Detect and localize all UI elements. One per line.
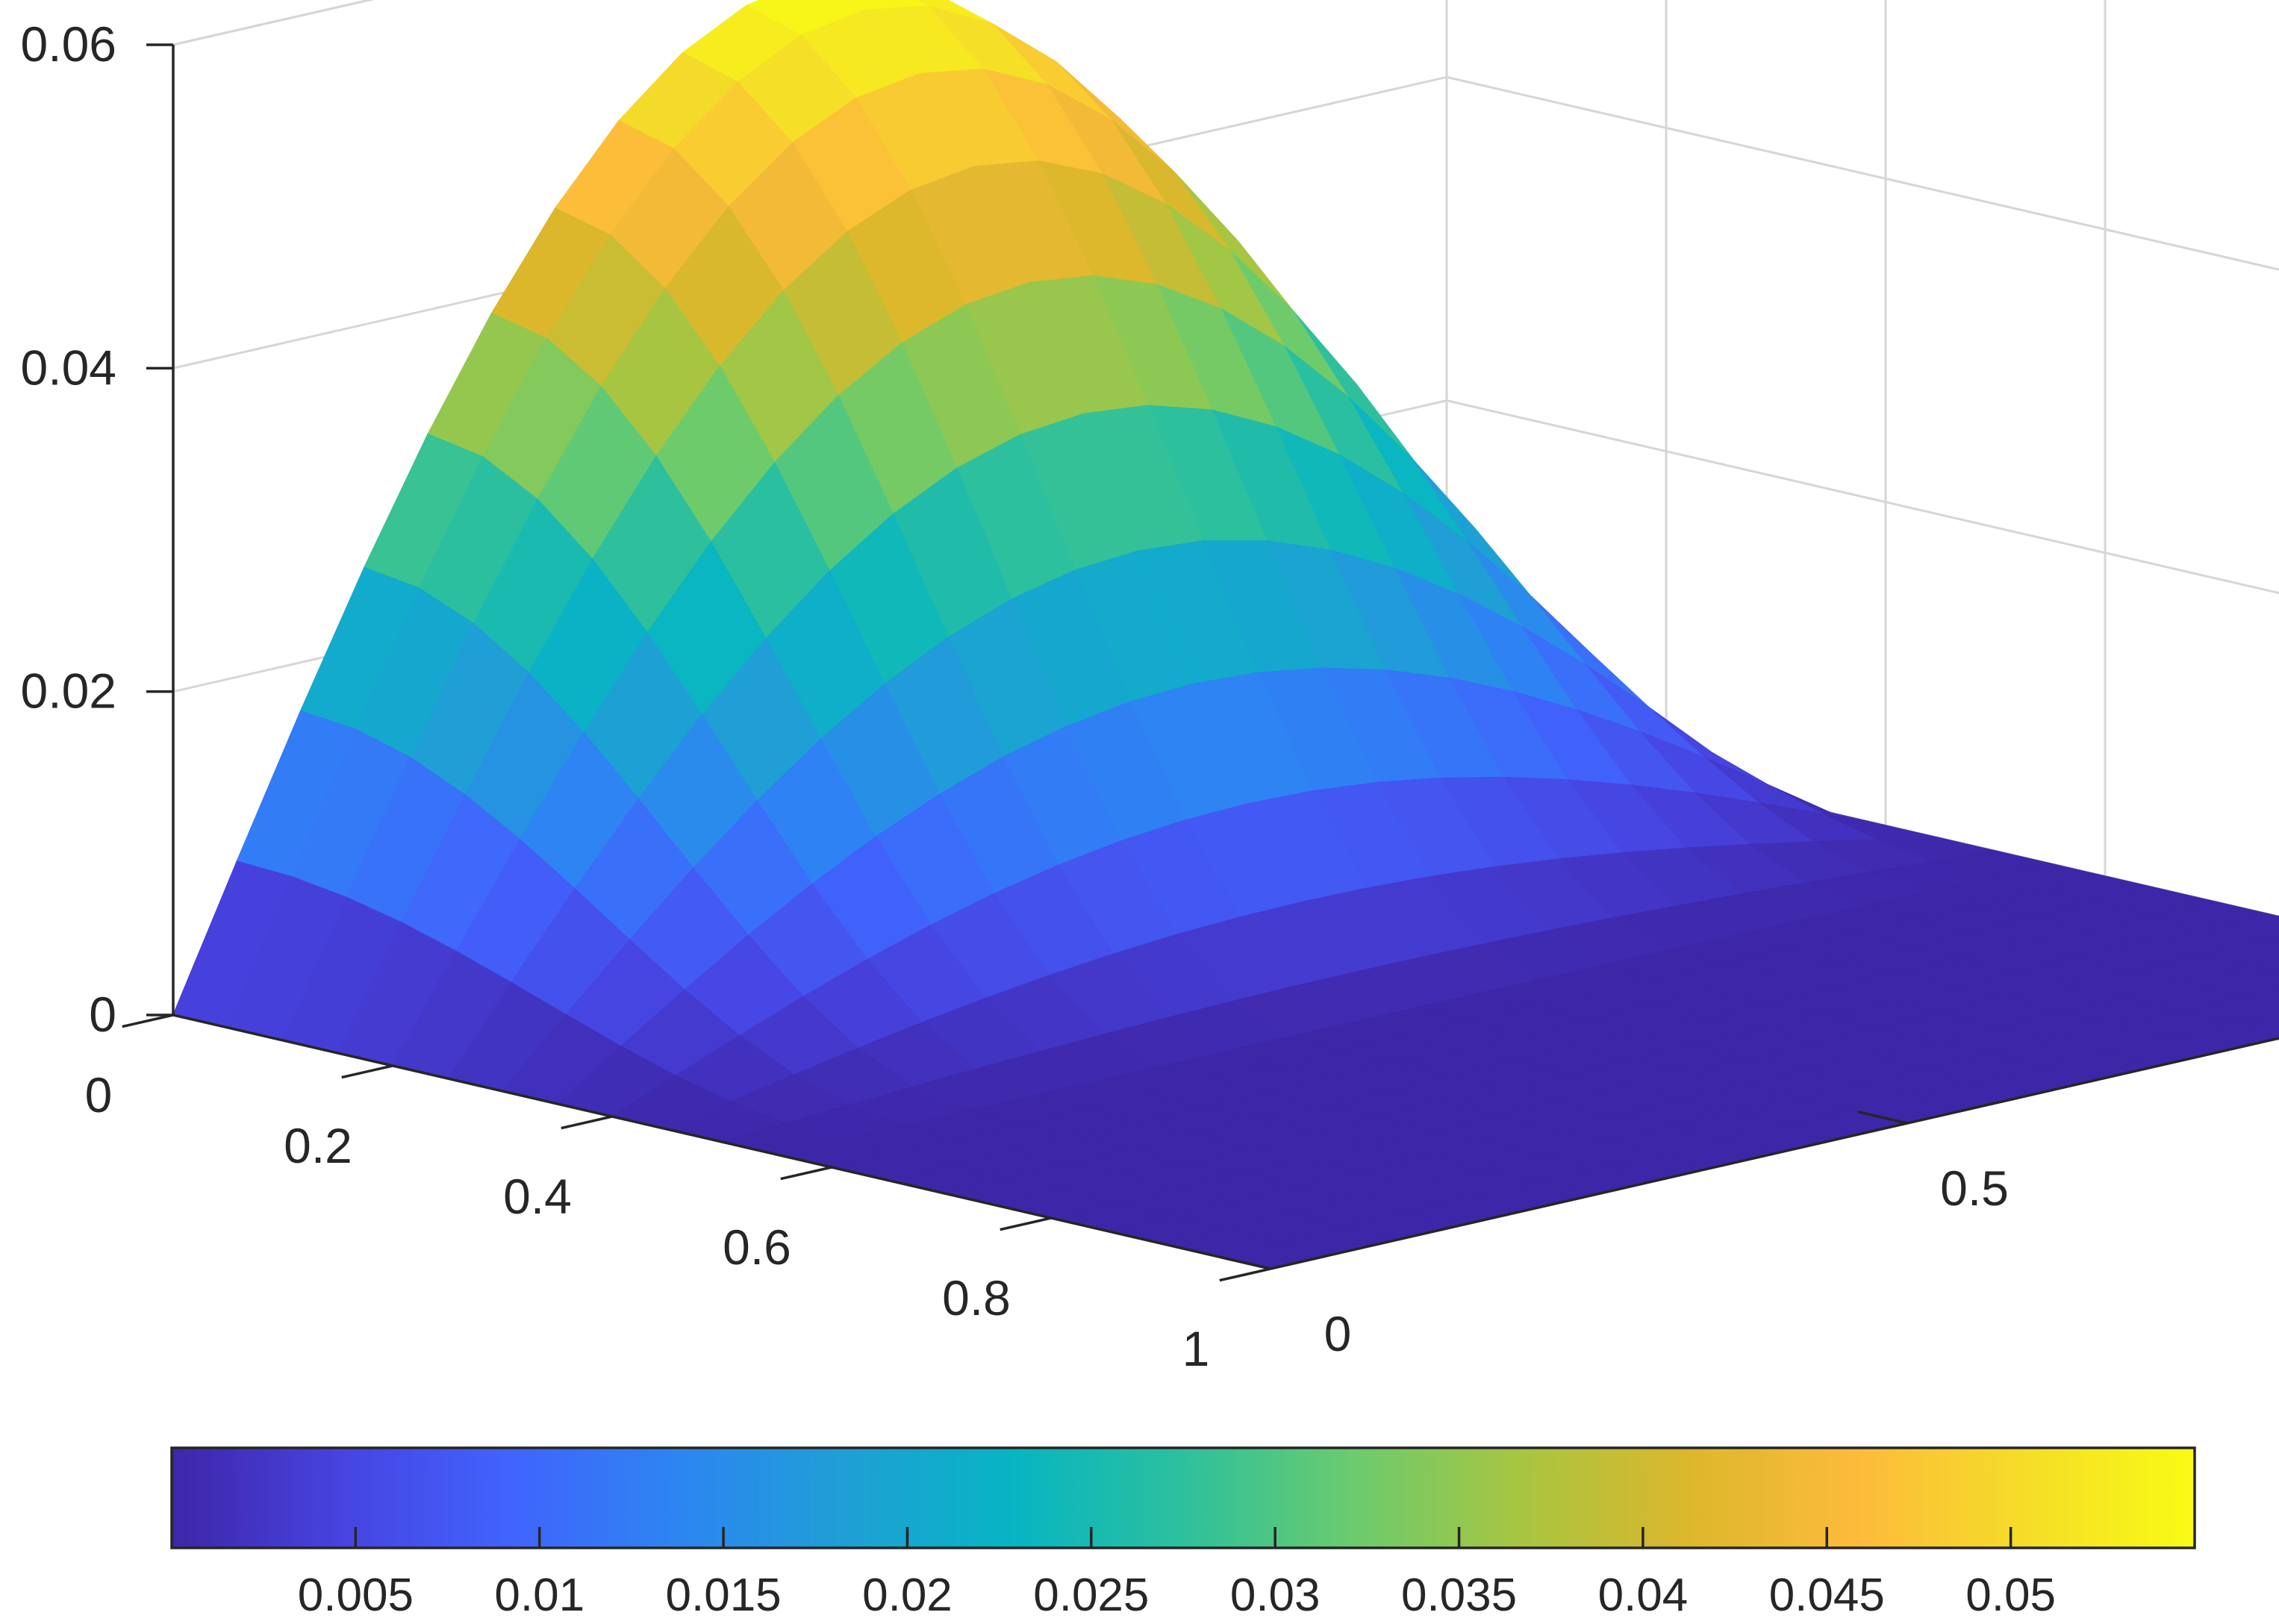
colorbar-tick-label-1: 0.01 [494, 1570, 584, 1621]
y-tick-label-0: 0 [1324, 1306, 1352, 1361]
gridline-z-3 [172, 0, 375, 46]
x-tick-3 [780, 1166, 832, 1181]
x-tick-label-2: 0.4 [503, 1169, 572, 1224]
z-tick-label-3: 0.06 [21, 16, 116, 72]
surface-patch-17-18 [2251, 961, 2279, 976]
surface-patch-16-19 [2260, 937, 2279, 946]
colorbar-tick-label-6: 0.035 [1401, 1570, 1517, 1621]
colorbar-tick-label-3: 0.02 [862, 1570, 953, 1621]
colorbar-tick-label-9: 0.05 [1965, 1570, 2056, 1621]
wall-top-edge [172, 0, 375, 46]
surface-mesh [172, 0, 2279, 1269]
colorbar-tick-label-5: 0.03 [1230, 1570, 1321, 1621]
x-tick-label-1: 0.2 [284, 1118, 352, 1173]
y-tick-label-1: 0.5 [1940, 1161, 2009, 1216]
z-tick-label-1: 0.02 [21, 663, 116, 719]
colorbar-gradient [170, 1446, 2196, 1549]
colorbar-tick-label-7: 0.04 [1598, 1570, 1689, 1621]
x-axis-line [172, 1014, 1271, 1270]
colorbar-tick-label-8: 0.045 [1769, 1570, 1885, 1621]
y-tick-0 [1220, 1255, 1271, 1270]
x-tick-label-0: 0 [85, 1067, 113, 1122]
z-tick-label-0: 0 [89, 987, 116, 1042]
surface-patch-18-17 [2242, 987, 2279, 1005]
x-tick-label-5: 1 [1182, 1321, 1210, 1376]
z-tick-label-2: 0.04 [21, 340, 116, 395]
colorbar-tick-label-2: 0.015 [666, 1570, 782, 1621]
x-tick-label-4: 0.8 [942, 1270, 1011, 1325]
x-tick-2 [561, 1115, 613, 1130]
x-tick-label-3: 0.6 [723, 1219, 791, 1275]
colorbar-tick-label-4: 0.025 [1033, 1570, 1149, 1621]
x-tick-4 [1000, 1217, 1052, 1231]
colorbar-tick-label-0: 0.005 [298, 1570, 414, 1621]
x-tick-0 [122, 1014, 174, 1028]
x-tick-5 [1219, 1267, 1271, 1282]
colorbar: 0.005 0.01 0.015 0.02 0.025 0.03 0.035 0.04 0.04… [170, 1446, 2196, 1621]
y-tick-1 [1857, 1110, 1908, 1125]
x-tick-1 [341, 1064, 393, 1079]
